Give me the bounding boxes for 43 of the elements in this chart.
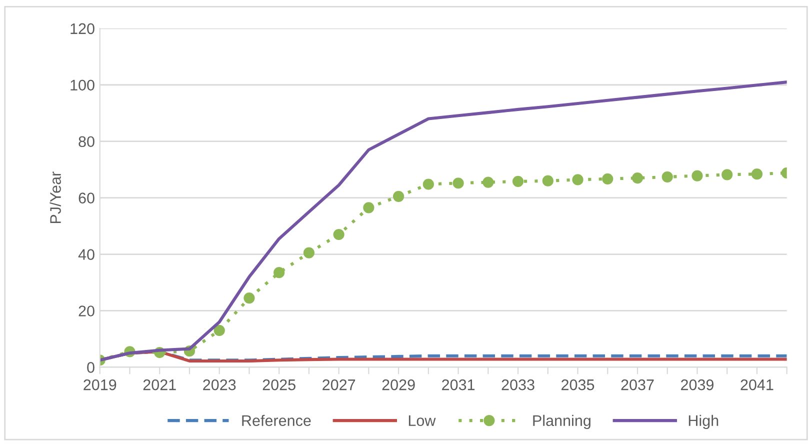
point — [363, 202, 374, 214]
x-tick-label: 2025 — [262, 379, 296, 390]
x-tick-label: 2021 — [143, 379, 176, 390]
point — [452, 178, 464, 189]
y-tick-label: 40 — [78, 249, 94, 260]
y-tick-label: 60 — [78, 192, 94, 204]
point — [214, 324, 225, 336]
point — [542, 175, 554, 186]
point — [602, 173, 614, 184]
y-tick-label: 100 — [70, 80, 94, 91]
x-tick-label: 2031 — [442, 379, 475, 390]
x-tick-label: 2039 — [681, 379, 714, 390]
point — [662, 171, 673, 182]
x-tick-label: 2029 — [382, 379, 415, 390]
y-tick-label: 20 — [78, 306, 94, 316]
point — [572, 174, 584, 186]
legend-label: Planning — [533, 414, 590, 430]
point — [303, 247, 315, 258]
legend-label: Reference — [242, 414, 311, 426]
x-tick-label: 2019 — [84, 379, 116, 390]
y-tick-label: 120 — [70, 23, 94, 34]
legend-label: Low — [408, 415, 436, 426]
point — [632, 172, 644, 184]
x-tick-label: 2023 — [203, 379, 236, 390]
point — [512, 176, 524, 187]
point — [692, 170, 703, 182]
x-tick-label: 2027 — [322, 379, 356, 390]
point — [392, 190, 404, 202]
y-axis-title: PJ/Year — [50, 172, 61, 224]
x-tick-label: 2041 — [740, 379, 774, 390]
x-tick-label: 2037 — [621, 379, 654, 390]
point — [751, 168, 763, 180]
point — [274, 267, 285, 278]
point — [244, 292, 255, 304]
point — [333, 228, 344, 240]
point — [482, 176, 494, 188]
y-tick-label: 0 — [87, 362, 94, 373]
x-tick-label: 2035 — [562, 379, 594, 390]
y-tick-label: 80 — [78, 136, 94, 148]
x-tick-label: 2033 — [502, 379, 534, 390]
point — [722, 169, 733, 180]
point — [422, 178, 434, 190]
legend-label: High — [688, 414, 718, 430]
